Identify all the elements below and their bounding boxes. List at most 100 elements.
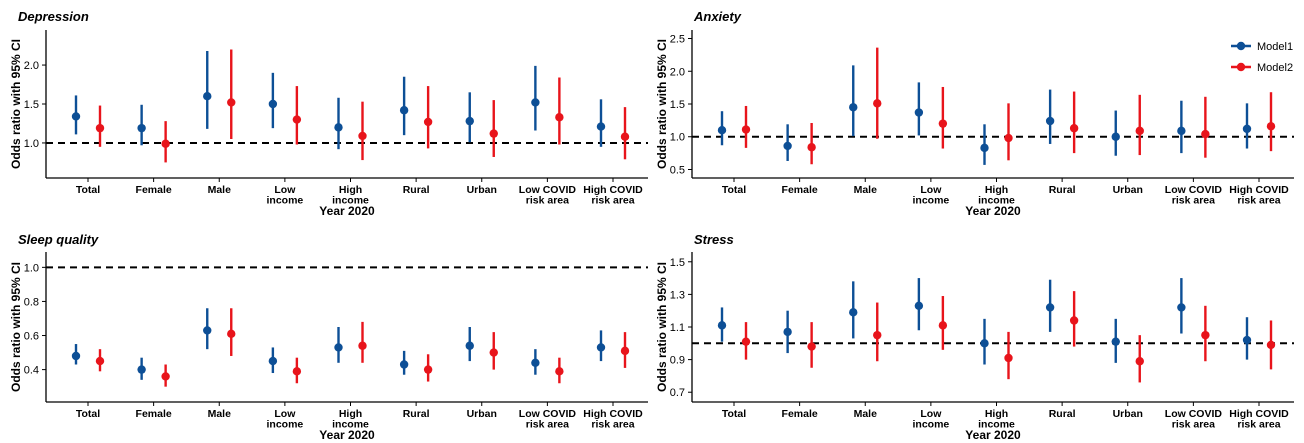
point-model1 [783, 141, 792, 151]
x-tick-label: risk area [1172, 195, 1215, 207]
point-model2 [358, 341, 367, 350]
y-tick-label: 1.1 [670, 322, 685, 334]
legend-marker-model2 [1236, 62, 1246, 72]
point-model1 [203, 92, 212, 101]
point-model1 [1177, 126, 1186, 136]
panel-anxiety: Anxiety Odds ratio with 95% CI0.5 1.0 1.5 2.… [655, 9, 1294, 218]
point-model2 [555, 367, 564, 376]
point-model1 [71, 351, 81, 361]
y-tick-label: 2.0 [670, 66, 685, 78]
point-model1 [399, 106, 409, 115]
legend-label-model2: Model2 [1257, 62, 1293, 74]
x-tick-label: Urban [1113, 184, 1143, 196]
y-tick-label: 1.0 [24, 262, 39, 274]
x-tick-label: High [985, 408, 1008, 420]
x-tick-label: Total [722, 184, 746, 196]
point-model1 [531, 358, 540, 367]
point-model2 [95, 356, 105, 366]
x-tick-label: Low COVID [519, 184, 577, 196]
point-model2 [489, 129, 498, 138]
point-model1 [1177, 303, 1186, 312]
x-tick-label: Low COVID [1165, 184, 1223, 196]
point-model1 [399, 360, 409, 369]
x-tick-label: income [912, 195, 949, 207]
legend: Model1 Model2 [1231, 41, 1293, 74]
y-tick-label: 2.0 [24, 60, 39, 72]
x-tick-label: High COVID [1229, 184, 1289, 196]
point-model1 [137, 365, 146, 374]
point-model2 [227, 329, 236, 339]
x-tick-label: Low [920, 184, 942, 196]
point-model1 [1111, 337, 1120, 346]
point-model2 [807, 342, 816, 351]
point-model2 [423, 365, 433, 374]
x-tick-label: risk area [591, 419, 634, 431]
point-model2 [1201, 330, 1210, 340]
x-tick-label: income [978, 419, 1015, 431]
y-tick-label: 0.9 [670, 355, 685, 367]
x-axis-title: Year 2020 [319, 204, 375, 218]
x-tick-label: Urban [467, 408, 497, 420]
point-model2 [1135, 126, 1144, 136]
point-model2 [1069, 316, 1079, 325]
point-model2 [620, 346, 630, 356]
point-model2 [161, 139, 170, 148]
point-model2 [423, 117, 433, 127]
panel-title: Depression [18, 9, 89, 24]
x-axis-title: Year 2020 [965, 428, 1021, 442]
x-tick-label: Female [136, 184, 172, 196]
point-model2 [1201, 129, 1210, 139]
point-model2 [1004, 353, 1013, 363]
y-tick-label: 1.0 [670, 132, 685, 144]
point-model2 [555, 113, 564, 122]
x-tick-label: High COVID [1229, 408, 1289, 420]
point-model1 [1045, 116, 1055, 126]
point-model2 [873, 330, 882, 340]
point-model2 [292, 367, 302, 376]
x-tick-label: High COVID [583, 408, 643, 420]
x-axis-title: Year 2020 [965, 204, 1021, 218]
point-model1 [1111, 132, 1120, 141]
x-tick-label: risk area [591, 195, 634, 207]
x-tick-label: income [978, 195, 1015, 207]
y-tick-label: 1.5 [24, 99, 39, 111]
x-tick-label: income [332, 195, 369, 207]
point-model1 [334, 123, 343, 132]
panel-stress: Stress Odds ratio with 95% CI0.7 0.9 1.1 1.3… [655, 232, 1294, 442]
x-tick-label: High [339, 408, 362, 420]
point-model2 [620, 132, 630, 141]
x-tick-label: Low [274, 408, 296, 420]
point-model1 [268, 356, 278, 366]
x-tick-label: Low COVID [519, 408, 577, 420]
x-tick-label: Urban [1113, 408, 1143, 420]
point-model2 [1135, 357, 1144, 366]
x-tick-label: Female [782, 408, 818, 420]
panel-depression: Depression Odds ratio with 95% CI 1.0 1.5 2.… [9, 9, 648, 218]
point-model1 [849, 103, 858, 112]
point-model1 [268, 99, 278, 109]
point-model1 [980, 339, 989, 348]
point-model1 [71, 112, 81, 121]
point-model1 [914, 301, 924, 311]
y-axis-title: Odds ratio with 95% CI [9, 262, 23, 392]
y-tick-label: 1.0 [24, 138, 39, 150]
point-model1 [465, 116, 474, 126]
point-model2 [95, 123, 105, 133]
point-model1 [1242, 335, 1252, 345]
x-tick-label: High COVID [583, 184, 643, 196]
x-tick-label: Rural [403, 408, 430, 420]
point-model2 [161, 372, 170, 381]
point-model1 [203, 326, 212, 335]
x-tick-label: income [912, 419, 949, 431]
x-tick-label: Total [76, 184, 100, 196]
x-tick-label: Female [136, 408, 172, 420]
point-model2 [1069, 124, 1079, 133]
point-model1 [914, 108, 924, 117]
point-model2 [938, 321, 948, 330]
x-tick-label: risk area [1172, 419, 1215, 431]
y-tick-label: 2.5 [670, 34, 685, 46]
point-model2 [741, 125, 751, 134]
x-axis-title: Year 2020 [319, 428, 375, 442]
point-model1 [137, 123, 146, 133]
